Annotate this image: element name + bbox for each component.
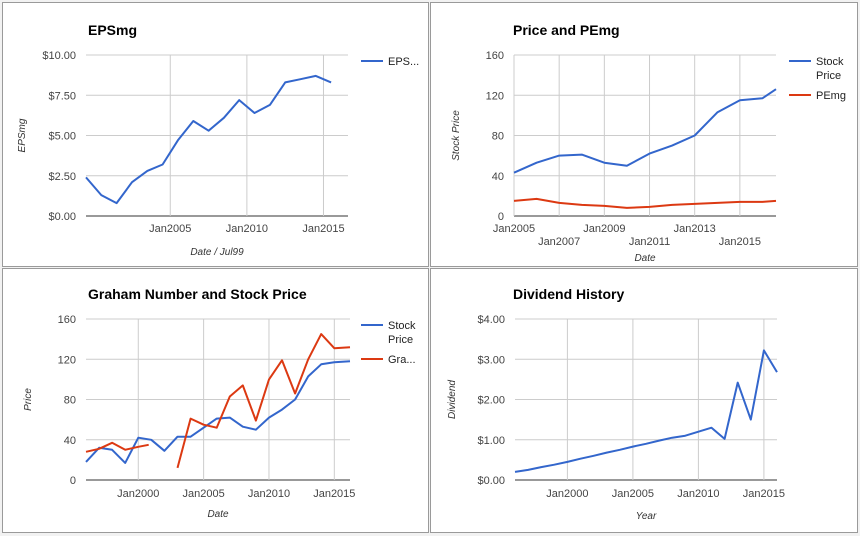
series-line-2 — [176, 333, 351, 469]
x-tick-label: Jan2000 — [546, 488, 588, 500]
y-tick-label: $10.00 — [42, 50, 76, 62]
series-line-1 — [85, 360, 351, 464]
x-tick-label: Jan2015 — [743, 488, 785, 500]
y-tick-label: 160 — [58, 314, 76, 326]
chart-title: EPSmg — [88, 22, 137, 38]
legend-entry: Stock Price — [816, 56, 844, 82]
x-tick-label: Jan2005 — [149, 223, 191, 235]
x-tick-label: Jan2005 — [612, 488, 654, 500]
x-axis-label: Date — [634, 253, 656, 264]
chart-title: Dividend History — [513, 286, 624, 302]
y-axis-label: Dividend — [447, 380, 458, 419]
x-tick-label: Jan2010 — [226, 223, 268, 235]
y-tick-label: 120 — [486, 90, 504, 102]
series-line-1 — [513, 88, 777, 174]
y-tick-label: $4.00 — [477, 314, 505, 326]
series-line-2 — [513, 197, 777, 209]
chart-graham: Graham Number and Stock Price 0 40 80 120 160… — [23, 286, 416, 520]
chart-dividend: Dividend History $0.00 $1.00 $2.00 $3.00 $4.0… — [447, 286, 785, 522]
y-axis-label: Stock Price — [451, 110, 462, 161]
x-tick-label: Jan2005 — [493, 223, 535, 235]
y-tick-label: 40 — [64, 435, 76, 447]
chart-panel-dividend: Dividend History $0.00 $1.00 $2.00 $3.00 $4.0… — [430, 268, 858, 533]
x-tick-label: Jan2013 — [674, 223, 716, 235]
x-tick-label: Jan2010 — [677, 488, 719, 500]
legend-entry: Gra... — [388, 354, 416, 366]
x-tick-label: Jan2010 — [248, 488, 290, 500]
x-axis-label: Year — [636, 511, 657, 522]
series-line-1 — [514, 349, 778, 473]
y-tick-label: 80 — [492, 131, 504, 143]
chart-epsmg: EPSmg $0.00 $2.50 $5.00 $7.50 $10.00 Jan2005 Ja… — [17, 22, 419, 258]
y-tick-label: $0.00 — [48, 211, 76, 223]
y-tick-label: 0 — [498, 211, 504, 223]
y-tick-label: $0.00 — [477, 475, 505, 487]
y-tick-label: $5.00 — [48, 131, 76, 143]
y-tick-label: $1.00 — [477, 435, 505, 447]
x-tick-label: Jan2015 — [302, 223, 344, 235]
legend-entry: PEmg — [816, 90, 846, 102]
y-tick-label: 80 — [64, 395, 76, 407]
legend-entry: Stock Price — [388, 320, 416, 346]
series-line-2 — [85, 441, 149, 453]
chart-title: Price and PEmg — [513, 22, 620, 38]
y-axis-label: EPSmg — [17, 118, 28, 152]
y-tick-label: $3.00 — [477, 354, 505, 366]
y-axis-label: Price — [23, 388, 34, 411]
chart-panel-epsmg: EPSmg $0.00 $2.50 $5.00 $7.50 $10.00 Jan2005 Ja… — [2, 2, 429, 267]
legend-entry: EPS... — [388, 56, 419, 68]
y-tick-label: 120 — [58, 354, 76, 366]
chart-panel-graham: Graham Number and Stock Price 0 40 80 120 160… — [2, 268, 429, 533]
x-tick-label: Jan2000 — [117, 488, 159, 500]
y-tick-label: $2.50 — [48, 171, 76, 183]
x-tick-label: Jan2005 — [183, 488, 225, 500]
x-tick-label: Jan2015 — [719, 236, 761, 248]
chart-price-pemg: Price and PEmg04080120160Jan2005Jan2007J… — [451, 22, 846, 264]
series-line-1 — [85, 74, 332, 205]
x-axis-label: Date / Jul99 — [190, 247, 244, 258]
chart-title: Graham Number and Stock Price — [88, 286, 307, 302]
y-tick-label: 0 — [70, 475, 76, 487]
y-tick-label: $2.00 — [477, 395, 505, 407]
chart-panel-price-pemg: Price and PEmg 0 40 80 120 160 Jan2005 Jan2007 J… — [430, 2, 858, 267]
x-tick-label: Jan2011 — [629, 236, 670, 248]
x-axis-label: Date — [207, 509, 229, 520]
x-tick-label: Jan2009 — [583, 223, 625, 235]
y-tick-label: 40 — [492, 171, 504, 183]
y-tick-label: $7.50 — [48, 90, 76, 102]
y-tick-label: 160 — [486, 50, 504, 62]
x-tick-label: Jan2015 — [313, 488, 355, 500]
x-tick-label: Jan2007 — [538, 236, 580, 248]
